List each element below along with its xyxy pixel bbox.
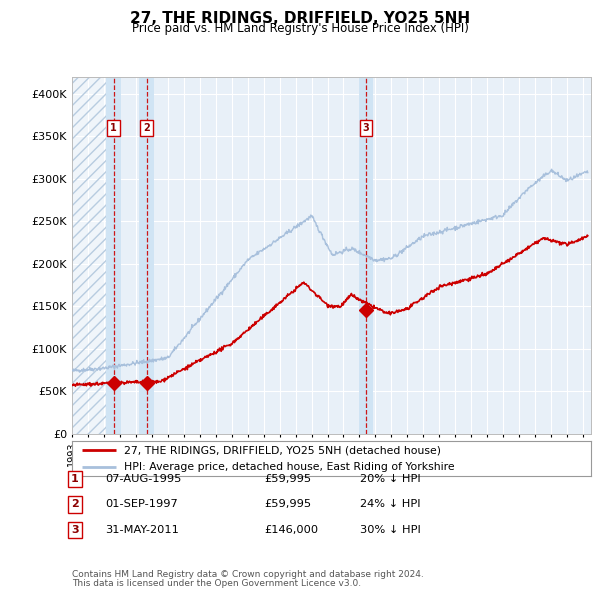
Bar	[72, 77, 113, 434]
Text: 30% ↓ HPI: 30% ↓ HPI	[360, 525, 421, 535]
Text: HPI: Average price, detached house, East Riding of Yorkshire: HPI: Average price, detached house, East…	[124, 461, 455, 471]
Text: Price paid vs. HM Land Registry's House Price Index (HPI): Price paid vs. HM Land Registry's House …	[131, 22, 469, 35]
Text: 27, THE RIDINGS, DRIFFIELD, YO25 5NH (detached house): 27, THE RIDINGS, DRIFFIELD, YO25 5NH (de…	[124, 445, 441, 455]
Text: 01-SEP-1997: 01-SEP-1997	[105, 500, 178, 509]
Text: £146,000: £146,000	[264, 525, 318, 535]
Text: This data is licensed under the Open Government Licence v3.0.: This data is licensed under the Open Gov…	[72, 579, 361, 588]
Text: 2: 2	[143, 123, 150, 133]
Text: £59,995: £59,995	[264, 474, 311, 484]
Text: 24% ↓ HPI: 24% ↓ HPI	[360, 500, 421, 509]
Text: 31-MAY-2011: 31-MAY-2011	[105, 525, 179, 535]
Text: Contains HM Land Registry data © Crown copyright and database right 2024.: Contains HM Land Registry data © Crown c…	[72, 571, 424, 579]
Text: 1: 1	[110, 123, 117, 133]
Text: 20% ↓ HPI: 20% ↓ HPI	[360, 474, 421, 484]
Bar	[106, 77, 121, 434]
Text: 07-AUG-1995: 07-AUG-1995	[105, 474, 181, 484]
Text: 27, THE RIDINGS, DRIFFIELD, YO25 5NH: 27, THE RIDINGS, DRIFFIELD, YO25 5NH	[130, 11, 470, 25]
Bar	[139, 77, 154, 434]
Bar	[72, 77, 113, 434]
Text: £59,995: £59,995	[264, 500, 311, 509]
Text: 1: 1	[71, 474, 79, 484]
Text: 3: 3	[71, 525, 79, 535]
Text: 3: 3	[363, 123, 370, 133]
Bar	[359, 77, 373, 434]
Text: 2: 2	[71, 500, 79, 509]
